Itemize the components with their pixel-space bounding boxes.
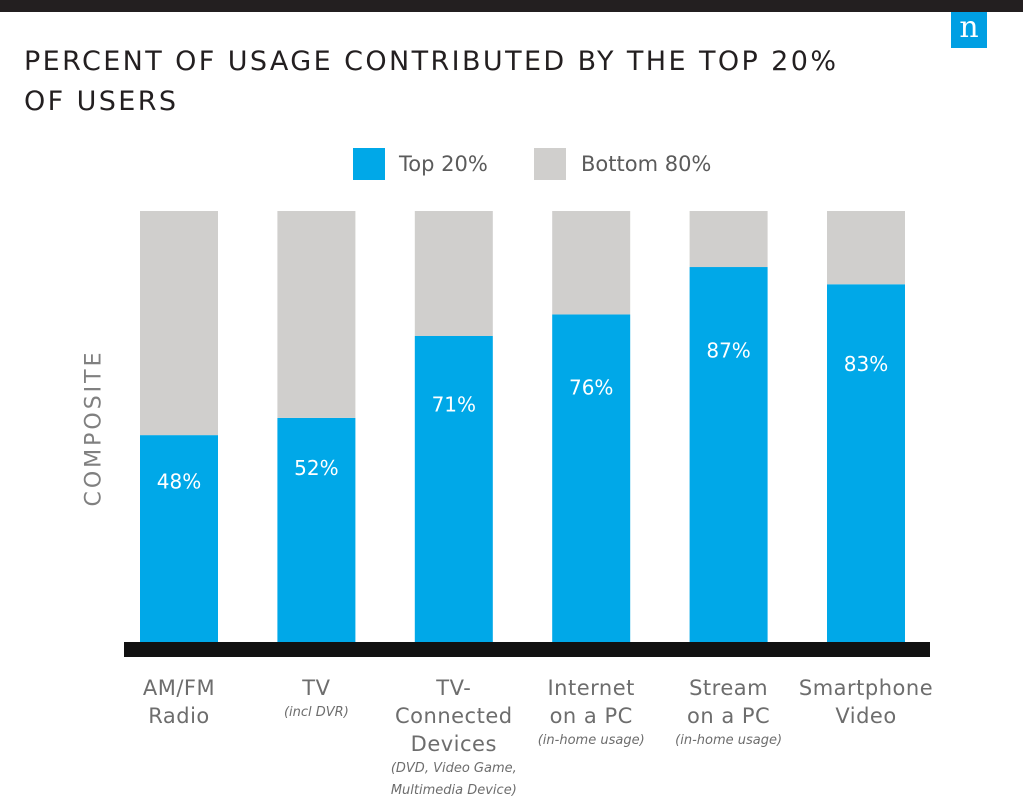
nielsen-logo: n: [951, 12, 987, 48]
category-line2: Connected: [395, 704, 513, 728]
category-label-4: Stream on a PC (in-home usage): [654, 674, 804, 752]
category-line3: Devices: [410, 732, 497, 756]
category-label-1: TV (incl DVR): [241, 674, 391, 724]
category-line2: Radio: [148, 704, 210, 728]
legend-swatch-top20: [353, 148, 385, 180]
category-label-3: Internet on a PC (in-home usage): [516, 674, 666, 752]
category-note2: Multimedia Device): [390, 783, 517, 798]
bar-bottom80-4: [689, 211, 768, 268]
data-label-3: 76%: [569, 376, 613, 400]
bar-top20-5: [827, 284, 905, 642]
category-note1: (DVD, Video Game,: [390, 761, 517, 776]
category-line1: Internet: [547, 676, 635, 700]
category-line2: on a PC: [686, 704, 771, 728]
bar-top20-3: [552, 314, 631, 642]
category-label-2: TV- Connected Devices (DVD, Video Game, Mult…: [379, 674, 529, 802]
legend-label-top20: Top 20%: [399, 152, 488, 176]
bar-top20-2: [414, 335, 493, 642]
logo-glyph: n: [959, 10, 979, 45]
chart-title-line-2: OF USERS: [24, 86, 179, 117]
bar-bottom80-2: [414, 211, 493, 336]
bar-top20-1: [277, 417, 356, 642]
bar-bottom80-1: [277, 211, 356, 418]
data-label-2: 71%: [432, 392, 476, 416]
x-axis-baseline: [124, 642, 930, 657]
category-line1: Stream: [689, 676, 769, 700]
bar-top20-0: [140, 435, 218, 642]
category-label-5: Smartphone Video: [791, 674, 941, 730]
data-label-4: 87%: [706, 339, 750, 363]
data-label-1: 52%: [294, 456, 338, 480]
category-line1: Smartphone: [798, 676, 934, 700]
chart-title: PERCENT OF USAGE CONTRIBUTED BY THE TOP …: [24, 42, 924, 122]
category-line1: TV-: [436, 676, 472, 700]
category-line2: on a PC: [549, 704, 633, 728]
data-label-0: 48%: [157, 470, 201, 494]
bar-bottom80-5: [827, 211, 905, 285]
chart-title-line-1: PERCENT OF USAGE CONTRIBUTED BY THE TOP …: [24, 46, 839, 77]
legend-swatch-bottom80: [534, 148, 566, 180]
category-note1: (in-home usage): [537, 733, 645, 748]
bar-bottom80-3: [552, 211, 631, 315]
data-label-5: 83%: [844, 352, 888, 376]
category-note1: (in-home usage): [675, 733, 783, 748]
bar-bottom80-0: [140, 211, 218, 436]
category-line1: AM/FM: [142, 676, 216, 700]
category-label-0: AM/FM Radio: [104, 674, 254, 730]
legend-label-bottom80: Bottom 80%: [581, 152, 712, 176]
category-line2: Video: [835, 704, 897, 728]
category-note1: (incl DVR): [283, 705, 349, 720]
legend: Top 20% Bottom 80%: [0, 148, 1023, 184]
bar-top20-4: [689, 267, 768, 642]
top-bar: [0, 0, 1023, 12]
category-line1: TV: [302, 676, 331, 700]
